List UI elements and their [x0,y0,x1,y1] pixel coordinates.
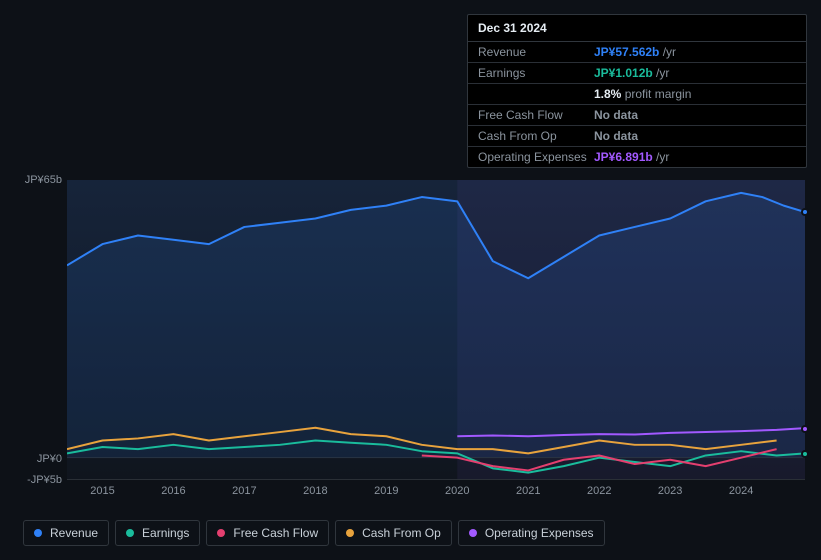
legend-item[interactable]: Cash From Op [335,520,452,546]
legend-dot-icon [126,529,134,537]
tooltip-row-value: JP¥1.012b /yr [594,66,669,80]
legend-dot-icon [217,529,225,537]
chart-plot-area[interactable] [67,180,805,480]
y-axis-label: JP¥0 [17,453,62,465]
tooltip-row-value: JP¥6.891b /yr [594,150,669,164]
series-end-marker [801,208,809,216]
tooltip-row: Operating ExpensesJP¥6.891b /yr [468,147,806,167]
series-end-marker [801,450,809,458]
legend-dot-icon [346,529,354,537]
legend-item[interactable]: Revenue [23,520,109,546]
tooltip-row-label: Earnings [478,66,594,80]
x-axis-label: 2015 [90,485,114,497]
tooltip-row-value: 1.8% profit margin [594,87,691,101]
x-axis-label: 2019 [374,485,398,497]
tooltip-row-label [478,87,594,101]
x-axis-label: 2021 [516,485,540,497]
chart-legend: Revenue Earnings Free Cash Flow Cash From O… [23,520,605,546]
legend-label: Operating Expenses [485,526,594,540]
legend-label: Free Cash Flow [233,526,318,540]
tooltip-row: 1.8% profit margin [468,84,806,105]
x-axis-label: 2017 [232,485,256,497]
x-axis-label: 2016 [161,485,185,497]
tooltip-row-label: Cash From Op [478,129,594,143]
financial-chart[interactable]: JP¥65bJP¥0-JP¥5b 20152016201720182019202… [17,160,805,480]
x-axis-label: 2024 [729,485,753,497]
tooltip-date: Dec 31 2024 [468,15,806,42]
legend-label: Earnings [142,526,189,540]
y-axis-label: -JP¥5b [17,474,62,486]
legend-dot-icon [469,529,477,537]
legend-item[interactable]: Free Cash Flow [206,520,329,546]
legend-label: Revenue [50,526,98,540]
tooltip-row-label: Free Cash Flow [478,108,594,122]
x-axis-label: 2018 [303,485,327,497]
x-axis-label: 2023 [658,485,682,497]
series-end-marker [801,425,809,433]
x-axis-label: 2022 [587,485,611,497]
tooltip-row-label: Operating Expenses [478,150,594,164]
y-axis-label: JP¥65b [17,174,62,186]
tooltip-row: EarningsJP¥1.012b /yr [468,63,806,84]
tooltip-row: Cash From OpNo data [468,126,806,147]
legend-item[interactable]: Operating Expenses [458,520,605,546]
tooltip-row-label: Revenue [478,45,594,59]
legend-label: Cash From Op [362,526,441,540]
legend-item[interactable]: Earnings [115,520,200,546]
legend-dot-icon [34,529,42,537]
chart-tooltip: Dec 31 2024 RevenueJP¥57.562b /yrEarning… [467,14,807,168]
x-axis-label: 2020 [445,485,469,497]
tooltip-row-value: No data [594,108,638,122]
tooltip-row: RevenueJP¥57.562b /yr [468,42,806,63]
tooltip-row: Free Cash FlowNo data [468,105,806,126]
tooltip-row-value: JP¥57.562b /yr [594,45,676,59]
tooltip-row-value: No data [594,129,638,143]
